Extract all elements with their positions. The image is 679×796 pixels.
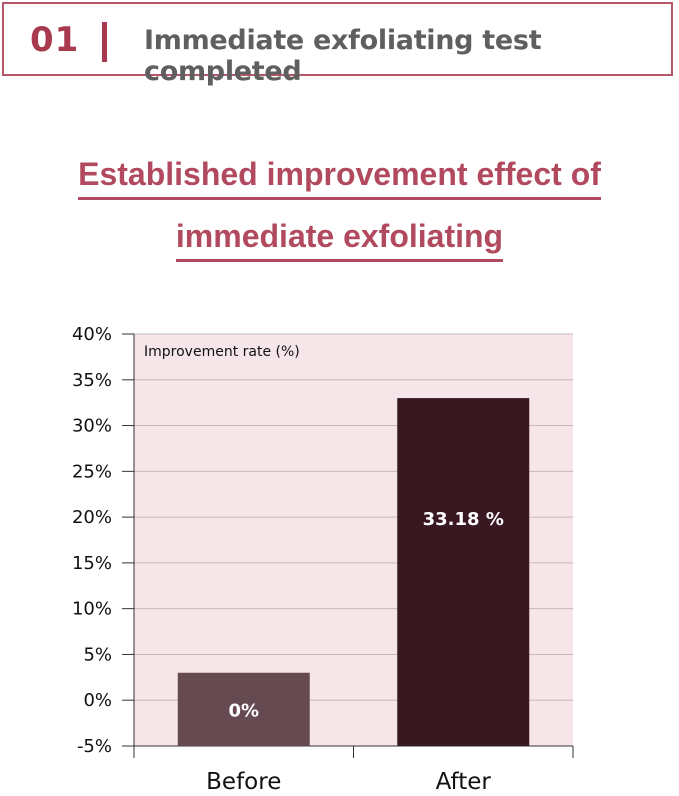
header-divider	[102, 22, 107, 62]
y-tick-label: 40%	[72, 324, 112, 345]
y-tick-label: 30%	[72, 416, 112, 437]
chart-title-text-1: Established improvement effect of	[78, 156, 601, 200]
bar-chart: -5% 0% 5% 10% 15% 20% 25% 30% 35% 40% Improvement …	[72, 324, 574, 795]
y-tick-label: 5%	[83, 644, 112, 665]
data-label-after: 33.18 %	[423, 509, 504, 530]
y-axis-label: Improvement rate (%)	[144, 344, 300, 360]
x-tick-label-before: Before	[206, 769, 281, 795]
x-tick-label-after: After	[436, 769, 492, 795]
y-tick-label: 0%	[83, 690, 112, 711]
chart-title-line-2: immediate exfoliating	[0, 218, 679, 262]
y-tick-label: 35%	[72, 370, 112, 391]
y-tick-label: 20%	[72, 507, 112, 528]
y-tick-label: -5%	[77, 736, 112, 757]
y-tick-label: 25%	[72, 461, 112, 482]
header-number: 01	[30, 20, 80, 60]
data-label-before: 0%	[228, 700, 259, 721]
chart-title-line-1: Established improvement effect of	[0, 156, 679, 200]
header-title: Immediate exfoliating test completed	[144, 25, 542, 87]
bar-after	[397, 398, 530, 746]
y-tick-label: 15%	[72, 553, 112, 574]
chart-title-text-2: immediate exfoliating	[175, 218, 504, 262]
header-box: 01 Immediate exfoliating test completed	[2, 2, 673, 87]
bar-before	[177, 672, 310, 746]
y-tick-label: 10%	[72, 599, 112, 620]
